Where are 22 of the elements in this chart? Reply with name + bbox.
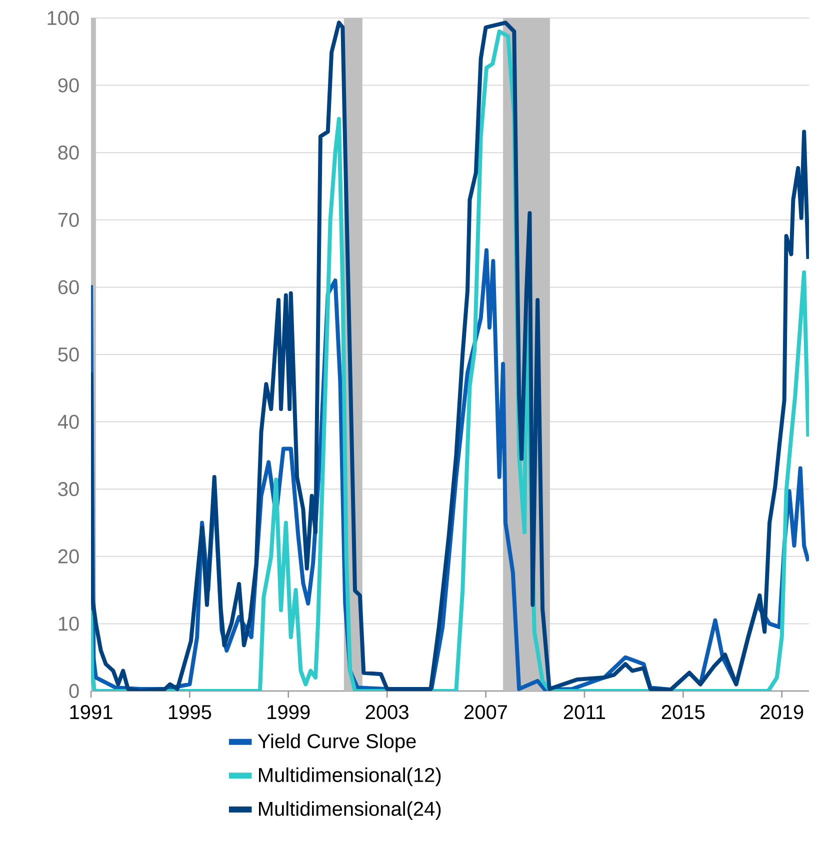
y-tick-label: 30 <box>58 482 79 496</box>
y-tick-label: 100 <box>48 10 79 26</box>
y-tick-label: 90 <box>58 78 79 92</box>
y-tick-label: 10 <box>58 616 79 631</box>
legend-label: Yield Curve Slope <box>258 734 416 752</box>
x-tick-label: 1995 <box>168 705 212 720</box>
x-tick-label: 1991 <box>70 705 112 720</box>
x-tick-label: 2003 <box>366 705 408 720</box>
legend-label: Multidimensional(12) <box>259 767 441 786</box>
x-tick-label: 2015 <box>662 705 705 720</box>
x-tick-label: 2011 <box>564 705 605 720</box>
legend-label: Multidimensional(24) <box>259 801 441 820</box>
y-tick-label: 20 <box>58 549 79 564</box>
y-tick-label: 60 <box>58 280 79 294</box>
x-tick-label: 2007 <box>464 705 508 720</box>
y-tick-label: 70 <box>58 212 79 227</box>
x-tick-label: 2019 <box>760 705 804 720</box>
y-tick-label: 80 <box>58 146 79 160</box>
y-tick-label: 40 <box>58 414 79 429</box>
y-tick-label: 0 <box>69 684 79 698</box>
x-tick-label: 1999 <box>268 705 310 720</box>
y-tick-label: 50 <box>58 347 79 362</box>
